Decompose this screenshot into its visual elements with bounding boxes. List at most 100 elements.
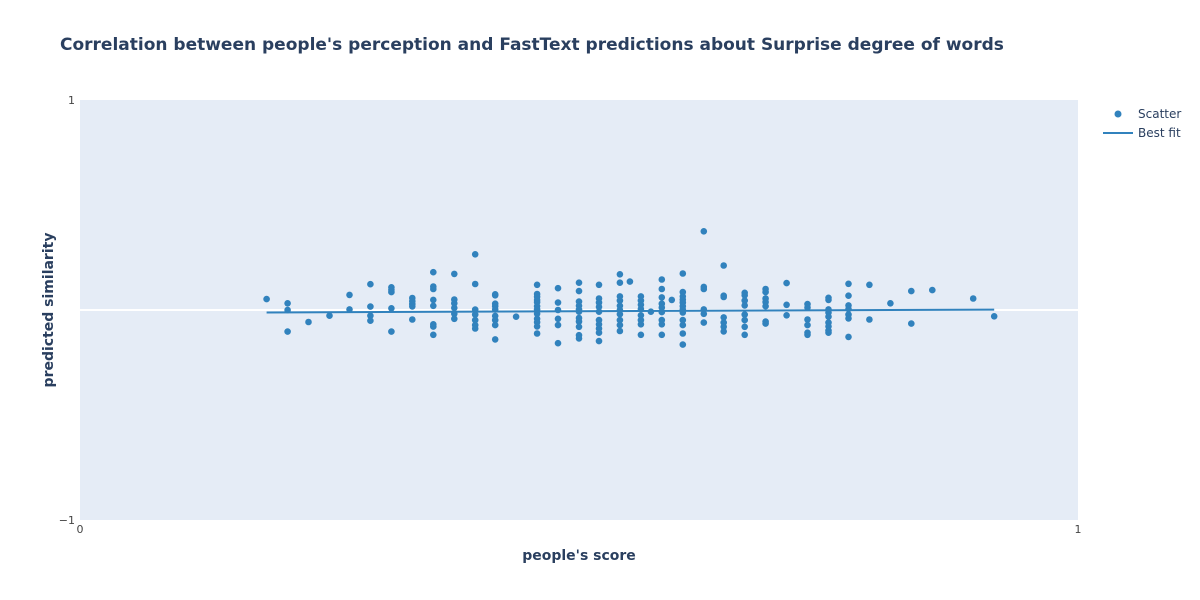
scatter-point <box>658 304 666 311</box>
scatter-point <box>845 315 852 322</box>
scatter-point <box>595 337 603 345</box>
scatter-point <box>637 312 645 319</box>
scatter-point <box>575 318 583 325</box>
scatter-point <box>720 262 727 269</box>
scatter-point <box>554 299 562 306</box>
y-tick-label: 1 <box>68 94 75 107</box>
scatter-point <box>554 284 562 292</box>
scatter-point <box>533 323 541 330</box>
scatter-point <box>616 327 624 335</box>
scatter-point <box>595 329 603 337</box>
scatter-point <box>471 311 479 318</box>
scatter-point <box>554 339 562 347</box>
legend-item-scatter[interactable]: Scatter <box>1114 107 1182 121</box>
scatter-point <box>700 228 708 235</box>
scatter-point <box>616 316 624 324</box>
scatter-point <box>575 279 583 287</box>
scatter-point <box>367 312 374 320</box>
legend-label: Best fit <box>1138 126 1181 140</box>
scatter-point <box>741 302 748 309</box>
scatter-point <box>658 285 666 293</box>
scatter-point <box>679 270 687 277</box>
scatter-point <box>284 328 291 335</box>
best-fit-line <box>266 308 995 314</box>
scatter-point <box>741 323 748 331</box>
x-axis-title: people's score <box>522 548 636 564</box>
scatter-point <box>430 323 437 330</box>
scatter-point <box>451 270 458 278</box>
scatter-point <box>284 300 291 307</box>
scatter-point <box>451 315 458 323</box>
scatter-point <box>388 305 395 312</box>
scatter-point <box>825 296 832 304</box>
scatter-point <box>762 302 769 310</box>
scatter-point <box>430 268 437 276</box>
scatter-point <box>616 279 624 287</box>
scatter-point <box>491 321 499 329</box>
legend-label: Scatter <box>1138 107 1181 121</box>
scatter-point <box>305 318 312 326</box>
scatter-point <box>762 288 769 296</box>
legend-marker-icon <box>1114 110 1122 118</box>
scatter-point <box>658 331 666 339</box>
scatter-point <box>367 317 374 325</box>
scatter-point <box>720 293 727 301</box>
scatter-point <box>575 323 583 331</box>
scatter-point <box>533 330 541 337</box>
scatter-point <box>554 321 562 329</box>
scatter-point <box>575 335 583 342</box>
x-tick-label: 1 <box>1075 523 1082 536</box>
scatter-point <box>471 280 479 288</box>
scatter-point <box>887 300 894 307</box>
scatter-point <box>430 285 437 293</box>
scatter-point <box>658 294 666 301</box>
scatter-point <box>554 315 562 323</box>
scatter-point <box>367 303 374 310</box>
scatter-point <box>471 325 479 332</box>
scatter-point <box>990 313 998 320</box>
scatter-point <box>491 316 499 324</box>
scatter-point <box>741 297 748 304</box>
scatter-point <box>720 323 727 331</box>
scatter-point <box>533 281 541 289</box>
x-tick-label: 0 <box>77 523 84 536</box>
scatter-point <box>471 316 479 324</box>
scatter-point <box>720 328 727 335</box>
scatter-point <box>409 316 416 323</box>
scatter-point <box>409 303 416 310</box>
scatter-point <box>845 333 852 341</box>
scatter-point <box>679 316 687 324</box>
scatter-point <box>700 319 708 326</box>
scatter-point <box>491 292 499 299</box>
scatter-point <box>700 285 708 293</box>
scatter-point <box>825 313 832 321</box>
scatter-point <box>741 311 748 318</box>
scatter-point <box>804 304 811 311</box>
scatter-point <box>668 296 676 304</box>
scatter-point <box>658 321 666 328</box>
scatter-point <box>451 300 458 307</box>
scatter-point <box>804 321 811 329</box>
scatter-point <box>430 296 437 304</box>
scatter-point <box>451 304 458 312</box>
scatter-point <box>616 271 624 278</box>
legend: Scatter Best fit <box>1103 107 1181 140</box>
scatter-point <box>908 320 915 327</box>
y-tick-label: −1 <box>59 514 75 527</box>
scatter-point <box>637 331 645 339</box>
scatter-point <box>804 316 811 323</box>
scatter-point <box>783 301 790 309</box>
scatter-point <box>430 302 437 310</box>
legend-item-best-fit[interactable]: Best fit <box>1103 126 1181 140</box>
scatter-point <box>595 281 603 289</box>
scatter-points <box>263 228 998 348</box>
scatter-point <box>326 312 333 320</box>
scatter-point <box>969 295 977 302</box>
scatter-point <box>367 280 374 288</box>
scatter-point <box>626 278 634 285</box>
scatter-point <box>430 331 437 339</box>
scatter-point <box>866 281 873 289</box>
scatter-point <box>491 336 499 343</box>
scatter-point <box>658 276 666 283</box>
